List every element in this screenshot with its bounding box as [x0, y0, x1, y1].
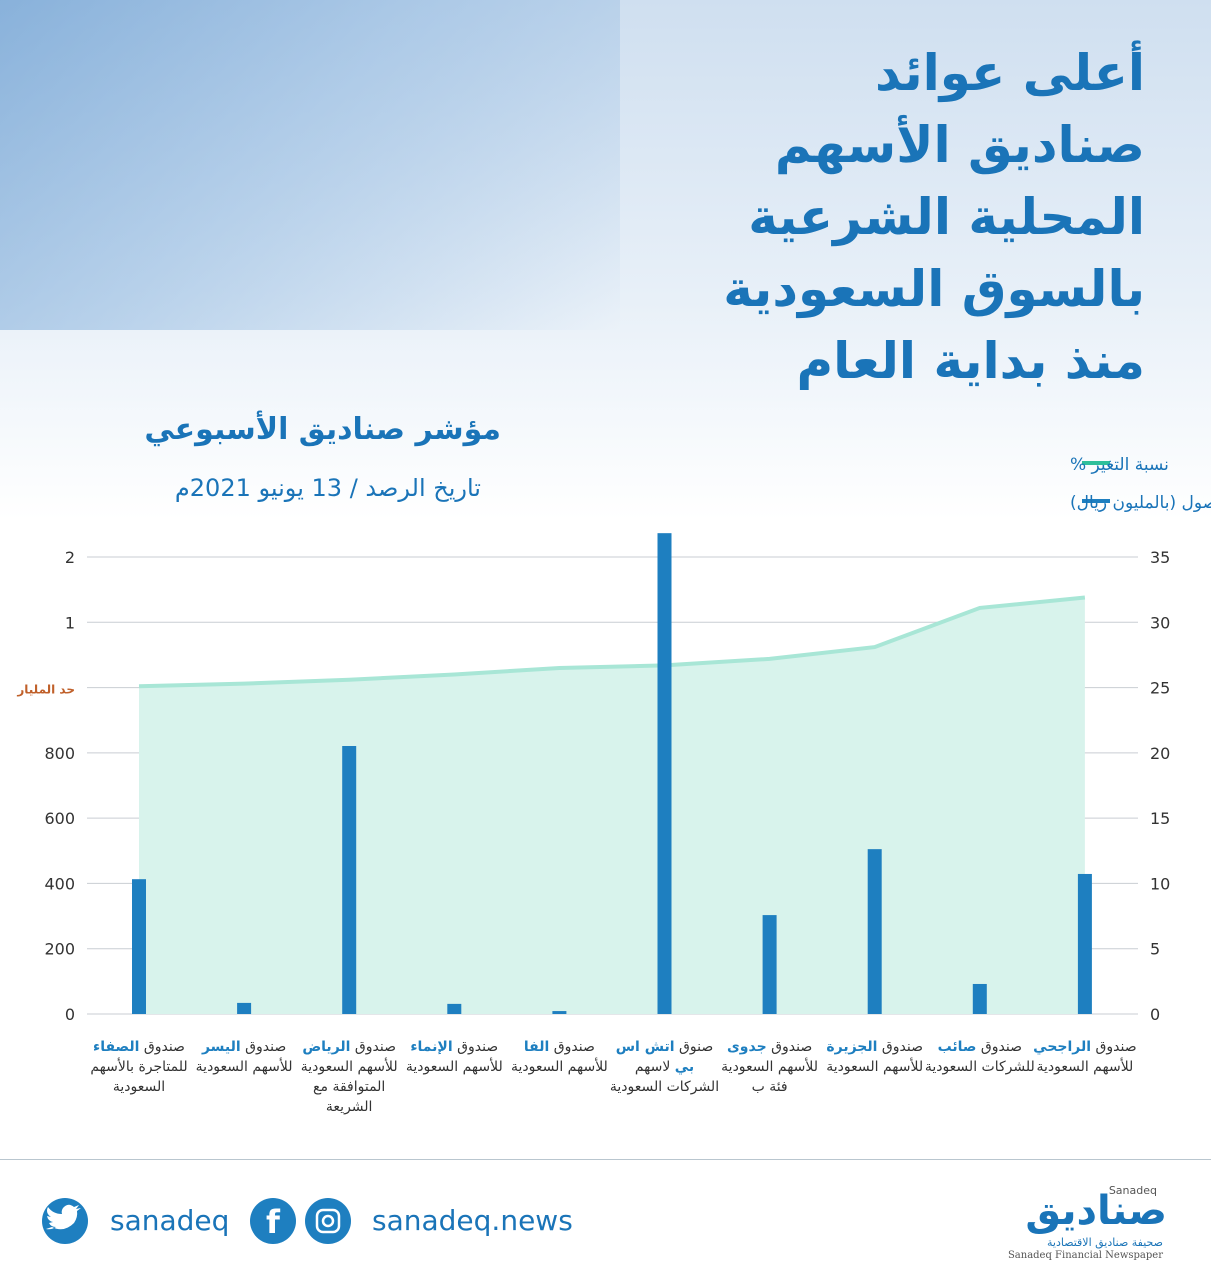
fund-text: صندوق [881, 1039, 923, 1055]
fund-text: صندوق [245, 1039, 287, 1055]
fund-text: للأسهم السعودية [195, 1059, 293, 1075]
fund-name: الفا [523, 1039, 550, 1055]
subtitle: مؤشر صناديق الأسبوعي [144, 412, 501, 447]
x-tick-label: صندوق الفا للأسهم السعودية [504, 1037, 614, 1077]
fund-text: للأسهم السعودية المتوافقة مع الشريعة [300, 1059, 398, 1115]
line [138, 595, 1086, 689]
fund-text: صندوق [980, 1039, 1022, 1055]
x-tick-label: صندوق اليسر للأسهم السعودية [189, 1037, 299, 1077]
x-tick-label: صندوق الصفاء للمتاجرة بالأسهم السعودية [84, 1037, 194, 1097]
bar [342, 746, 357, 1014]
fund-text: للشركات السعودية [924, 1059, 1035, 1075]
fund-text: صندوق [354, 1039, 397, 1055]
logo-tagline-en: Sanadeq Financial Newspaper [1007, 1250, 1163, 1261]
x-tick-label: صندوق الراجحي للأسهم السعودية [1030, 1037, 1140, 1077]
x-tick-label: صندوق صائب للشركات السعودية [925, 1037, 1035, 1077]
bar [1077, 873, 1092, 1014]
instagram-glyph [321, 1214, 335, 1228]
bar [657, 533, 672, 1014]
bar [447, 1003, 462, 1014]
y-tick-label: 800 [44, 744, 75, 763]
bar [237, 1002, 252, 1014]
fund-text: صنوق [679, 1039, 714, 1055]
fund-name: اليسر [201, 1039, 241, 1055]
instagram-icon[interactable] [305, 1198, 351, 1244]
fund-name: اتش اس بي [615, 1039, 695, 1075]
y-tick-label: حد المليار [16, 683, 75, 697]
y-tick-label: 0 [65, 1005, 75, 1024]
fund-name: الراجحي [1033, 1039, 1092, 1055]
bar [762, 915, 777, 1014]
x-tick-label: صندوق جدوى للأسهم السعودية فئة ب [715, 1037, 825, 1097]
title-line: أعلى عوائد [875, 44, 1145, 102]
logo: صناديق [1025, 1188, 1167, 1234]
y2-tick-label: 30 [1150, 613, 1170, 632]
y2-tick-label: 10 [1150, 874, 1170, 893]
twitter-handle[interactable]: sanadeq [110, 1204, 230, 1237]
y2-tick-label: 25 [1150, 679, 1170, 698]
y-tick-label: 400 [44, 874, 75, 893]
website[interactable]: sanadeq.news [372, 1204, 573, 1237]
x-tick-label: صندوق الإنماء للأسهم السعودية [399, 1037, 509, 1077]
date-note: تاريخ الرصد / 13 يونيو 2021م [174, 474, 481, 502]
facebook-icon[interactable] [250, 1198, 296, 1244]
fund-text: للأسهم السعودية [405, 1059, 503, 1075]
footer-rule [0, 1159, 1211, 1160]
instagram-glyph [315, 1208, 341, 1234]
y2-tick-label: 5 [1150, 940, 1160, 959]
y2-tick-label: 20 [1150, 744, 1170, 763]
bar [972, 983, 987, 1014]
y-tick-label: 200 [44, 940, 75, 959]
y-tick-label: 2 [65, 548, 75, 567]
legend-label: نسبة التغير % [1070, 455, 1169, 475]
fund-name: الإنماء [410, 1039, 453, 1055]
y-tick-label: 600 [44, 809, 75, 828]
fund-name: صائب [937, 1039, 977, 1055]
logo-tagline: صحيفة صناديق الاقتصادية [1046, 1236, 1163, 1249]
facebook-glyph: f [266, 1203, 281, 1241]
x-tick-label: صنوق اتش اس بي لاسهم الشركات السعودية [610, 1037, 720, 1097]
fund-text: للأسهم السعودية [510, 1059, 608, 1075]
title-line: بالسوق السعودية [723, 260, 1145, 318]
fund-name: الجزيرة [826, 1039, 878, 1055]
twitter-glyph [46, 1204, 81, 1230]
x-tick-label: صندوق الجزيرة للأسهم السعودية [820, 1037, 930, 1077]
y2-tick-label: 15 [1150, 809, 1170, 828]
x-tick-label: صندوق الرياض للأسهم السعودية المتوافقة م… [294, 1037, 404, 1117]
fund-text: صندوق [1095, 1039, 1137, 1055]
legend-label: حجم الأصول (بالمليون ريال) [1070, 492, 1211, 513]
y2-tick-label: 35 [1150, 548, 1170, 567]
fund-text: لاسهم الشركات السعودية [609, 1059, 720, 1095]
fund-text: للأسهم السعودية [826, 1059, 924, 1075]
fund-text: صندوق [771, 1039, 813, 1055]
area-fill [139, 597, 1085, 1014]
fund-text: صندوق [553, 1039, 595, 1055]
title-line: منذ بداية العام [796, 332, 1145, 390]
fund-text: صندوق [143, 1039, 185, 1055]
background-art [0, 0, 620, 330]
y-tick-label: 1 [65, 613, 75, 632]
fund-text: للأسهم السعودية [1036, 1059, 1134, 1075]
fund-text: للمتاجرة بالأسهم السعودية [90, 1059, 188, 1095]
bar [132, 879, 146, 1014]
title-line: المحلية الشرعية [748, 188, 1145, 246]
bar [867, 849, 882, 1014]
social-icons: f [42, 1198, 351, 1244]
fund-name: جدوى [726, 1039, 767, 1055]
bar [552, 1011, 567, 1014]
fund-name: الصفاء [93, 1039, 140, 1055]
fund-name: الرياض [302, 1039, 351, 1055]
y2-tick-label: 0 [1150, 1005, 1160, 1024]
logo-latin: Sanadeq [1108, 1184, 1157, 1197]
fund-text: صندوق [457, 1039, 499, 1055]
title-line: صناديق الأسهم [774, 116, 1145, 174]
fund-text: للأسهم السعودية فئة ب [721, 1059, 819, 1095]
